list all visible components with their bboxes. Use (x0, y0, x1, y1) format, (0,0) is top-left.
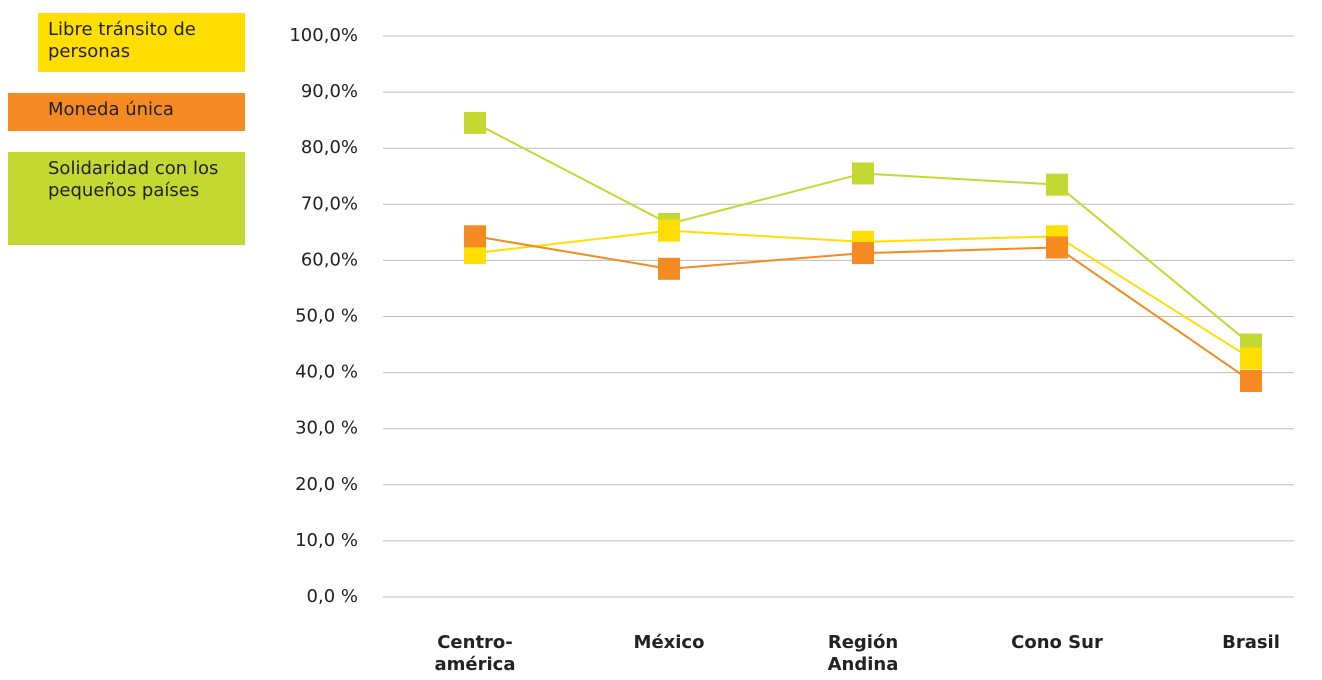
marker (1240, 347, 1262, 370)
marker (1046, 236, 1068, 259)
y-tick-label: 20,0 % (295, 474, 358, 495)
marker (464, 225, 486, 248)
legend-item: Solidaridad con los pequeños países (8, 152, 245, 245)
y-tick-label: 0,0 % (307, 586, 358, 607)
x-tick-label: México (633, 632, 705, 653)
y-tick-label: 10,0 % (295, 530, 358, 551)
legend-item: Moneda única (8, 93, 245, 131)
marker (464, 111, 486, 134)
legend-item: Libre tránsito de personas (38, 13, 245, 72)
y-tick-label: 100,0% (289, 25, 358, 46)
marker (658, 257, 680, 280)
marker (852, 242, 874, 265)
y-tick-label: 40,0 % (295, 362, 358, 383)
legend-label: Solidaridad con los pequeños países (48, 158, 219, 201)
x-tick-label: Centro- américa (434, 632, 516, 675)
legend-label: Moneda única (48, 99, 174, 120)
y-tick-label: 80,0% (301, 137, 358, 158)
y-tick-label: 50,0 % (295, 306, 358, 327)
y-tick-label: 30,0 % (295, 418, 358, 439)
y-tick-label: 90,0% (301, 81, 358, 102)
marker (464, 242, 486, 265)
marker (1046, 173, 1068, 196)
y-tick-label: 60,0% (301, 249, 358, 270)
marker (852, 162, 874, 185)
x-tick-label: Región Andina (827, 632, 899, 675)
x-tick-label: Brasil (1222, 632, 1280, 653)
marker (1240, 370, 1262, 393)
y-tick-label: 70,0% (301, 193, 358, 214)
marker (658, 219, 680, 242)
legend-label: Libre tránsito de personas (48, 19, 196, 62)
x-tick-label: Cono Sur (1011, 632, 1103, 653)
